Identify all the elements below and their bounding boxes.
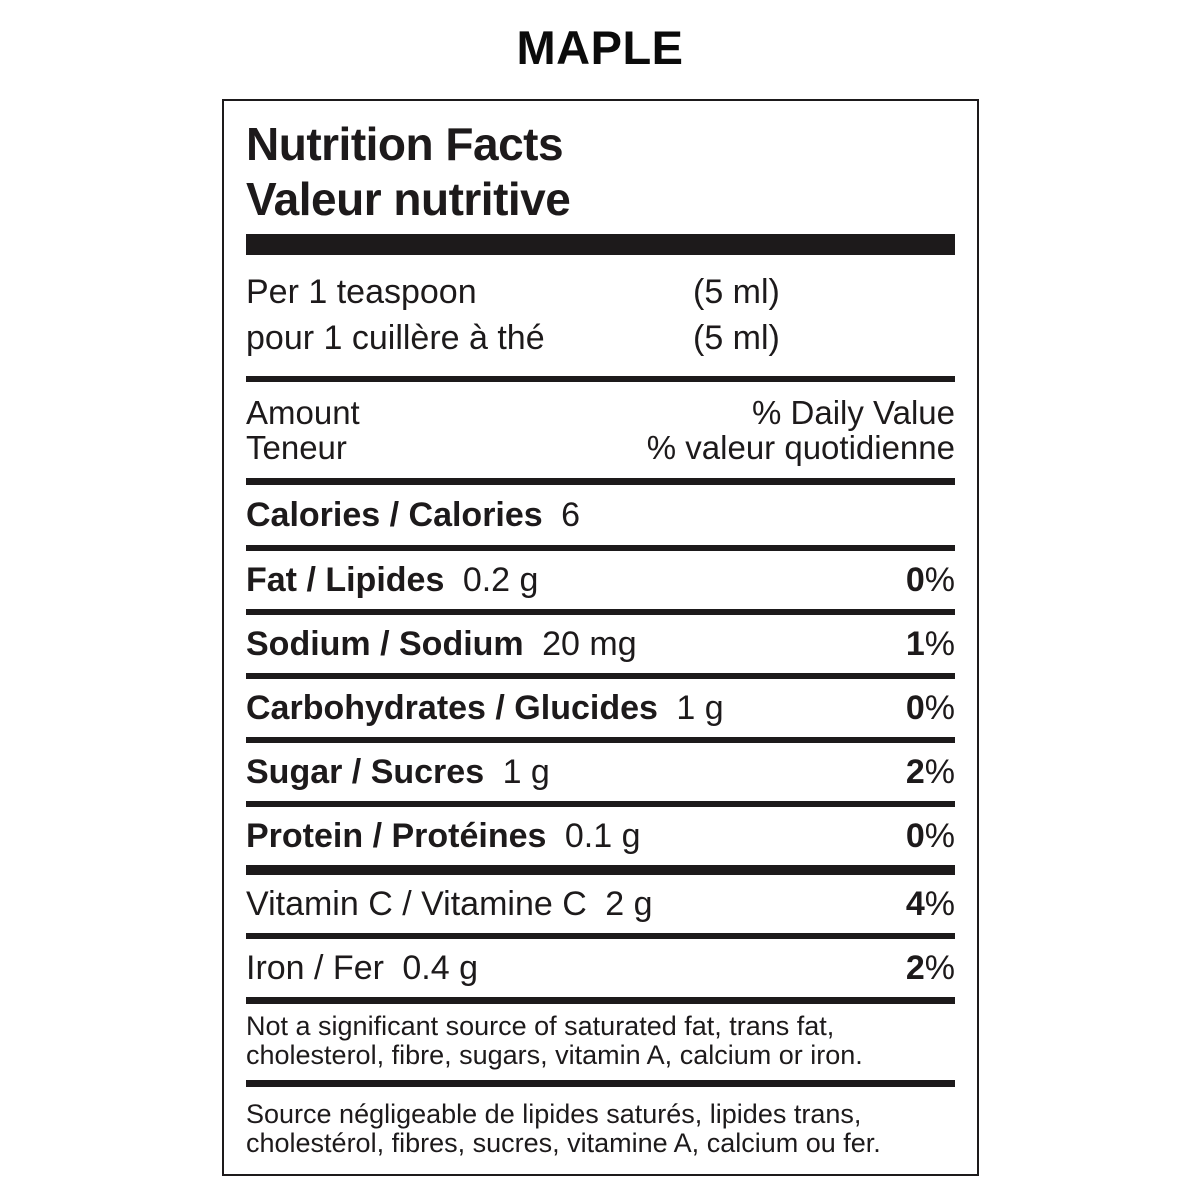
nutrient-amount: 2 g [605, 885, 653, 923]
nutrient-sodium-dv: 1% [906, 627, 955, 661]
percent-sign: % [924, 689, 955, 727]
serving-size-en: Per 1 teaspoon (5 ml) [246, 269, 955, 315]
nutrient-fat-dv: 0% [906, 563, 955, 597]
serving-size-fr-text: pour 1 cuillère à thé [246, 319, 545, 357]
nutrient-carbohydrates-label: Carbohydrates / Glucides 1 g [246, 691, 724, 725]
percent-sign: % [924, 753, 955, 791]
dv-number: 2 [905, 753, 925, 791]
footnote-fr-line1: Source négligeable de lipides saturés, l… [246, 1099, 862, 1129]
amount-label-fr: Teneur [246, 429, 347, 466]
nutrient-iron-dv: 2% [906, 951, 955, 985]
serving-size-en-metric: (5 ml) [693, 273, 780, 311]
percent-sign: % [924, 625, 955, 663]
percent-sign: % [924, 885, 955, 923]
nutrient-name: Sodium / Sodium [246, 625, 524, 663]
panel-title-fr: Valeur nutritive [246, 173, 571, 225]
daily-value-label-en: % Daily Value [752, 394, 955, 431]
nutrient-amount: 1 g [676, 689, 724, 727]
dv-number: 0 [905, 817, 925, 855]
percent-sign: % [924, 817, 955, 855]
column-header-section: Amount % Daily Value Teneur % valeur quo… [246, 382, 955, 478]
nutrient-row-sugar: Sugar / Sucres 1 g 2% [246, 743, 955, 801]
divider [246, 545, 955, 551]
nutrient-iron-label: Iron / Fer 0.4 g [246, 951, 478, 985]
divider [246, 478, 955, 485]
nutrient-amount: 0.1 g [564, 817, 641, 855]
divider [246, 933, 955, 939]
dv-number: 4 [905, 885, 925, 923]
nutrient-row-vitamin-c: Vitamin C / Vitamine C 2 g 4% [246, 875, 955, 933]
percent-sign: % [924, 561, 955, 599]
dv-number: 0 [905, 689, 925, 727]
top-thick-divider [246, 234, 955, 255]
nutrient-protein-label: Protein / Protéines 0.1 g [246, 819, 640, 853]
nutrient-sugar-dv: 2% [906, 755, 955, 789]
divider [246, 609, 955, 615]
nutrient-carbohydrates-dv: 0% [906, 691, 955, 725]
nutrient-protein-dv: 0% [906, 819, 955, 853]
dv-number: 1 [905, 625, 925, 663]
nutrient-vitamin-c-label: Vitamin C / Vitamine C 2 g [246, 887, 652, 921]
serving-size-fr-metric: (5 ml) [693, 319, 780, 357]
divider [246, 376, 955, 382]
nutrient-row-fat: Fat / Lipides 0.2 g 0% [246, 551, 955, 609]
calories-name: Calories / Calories [246, 496, 543, 534]
serving-size-en-text: Per 1 teaspoon [246, 273, 477, 311]
divider [246, 1080, 955, 1087]
nutrient-row-sodium: Sodium / Sodium 20 mg 1% [246, 615, 955, 673]
nutrient-name: Iron / Fer [246, 949, 384, 987]
serving-size-section: Per 1 teaspoon (5 ml) pour 1 cuillère à … [246, 255, 955, 376]
footnote-en-line2: cholesterol, fibre, sugars, vitamin A, c… [246, 1040, 863, 1070]
nutrient-name: Vitamin C / Vitamine C [246, 885, 587, 923]
nutrient-sugar-label: Sugar / Sucres 1 g [246, 755, 550, 789]
nutrient-name: Protein / Protéines [246, 817, 547, 855]
divider [246, 997, 955, 1004]
nutrient-amount: 20 mg [542, 625, 637, 663]
daily-value-label-fr: % valeur quotidienne [646, 429, 955, 466]
calories-row: Calories / Calories 6 [246, 485, 955, 545]
serving-size-fr: pour 1 cuillère à thé (5 ml) [246, 315, 955, 361]
nutrient-vitamin-c-dv: 4% [906, 887, 955, 921]
nutrient-amount: 1 g [502, 753, 550, 791]
percent-sign: % [924, 949, 955, 987]
nutrient-name: Carbohydrates / Glucides [246, 689, 658, 727]
section-thick-divider [246, 865, 955, 875]
nutrient-amount: 0.4 g [402, 949, 479, 987]
nutrient-sodium-label: Sodium / Sodium 20 mg [246, 627, 637, 661]
amount-label-en: Amount [246, 394, 360, 431]
nutrient-fat-label: Fat / Lipides 0.2 g [246, 563, 538, 597]
column-header-en: Amount % Daily Value [246, 395, 955, 430]
product-flavor-title: MAPLE [516, 21, 684, 74]
nutrient-row-protein: Protein / Protéines 0.1 g 0% [246, 807, 955, 865]
panel-title-en: Nutrition Facts [246, 118, 564, 170]
divider [246, 737, 955, 743]
column-header-fr: Teneur % valeur quotidienne [246, 430, 955, 465]
nutrient-row-iron: Iron / Fer 0.4 g 2% [246, 939, 955, 997]
calories-value: 6 [561, 496, 581, 534]
nutrient-name: Fat / Lipides [246, 561, 445, 599]
nutrient-name: Sugar / Sucres [246, 753, 485, 791]
footnote-fr: Source négligeable de lipides saturés, l… [246, 1087, 955, 1174]
dv-number: 2 [905, 949, 925, 987]
nutrient-amount: 0.2 g [462, 561, 539, 599]
footnote-fr-line2: cholestérol, fibres, sucres, vitamine A,… [246, 1128, 881, 1158]
divider [246, 801, 955, 807]
nutrient-row-carbohydrates: Carbohydrates / Glucides 1 g 0% [246, 679, 955, 737]
footnote-en: Not a significant source of saturated fa… [246, 1004, 955, 1080]
panel-title: Nutrition Facts Valeur nutritive [246, 101, 955, 227]
dv-number: 0 [905, 561, 925, 599]
nutrition-facts-panel: Nutrition Facts Valeur nutritive Per 1 t… [222, 99, 979, 1176]
footnote-en-line1: Not a significant source of saturated fa… [246, 1011, 835, 1041]
divider [246, 673, 955, 679]
